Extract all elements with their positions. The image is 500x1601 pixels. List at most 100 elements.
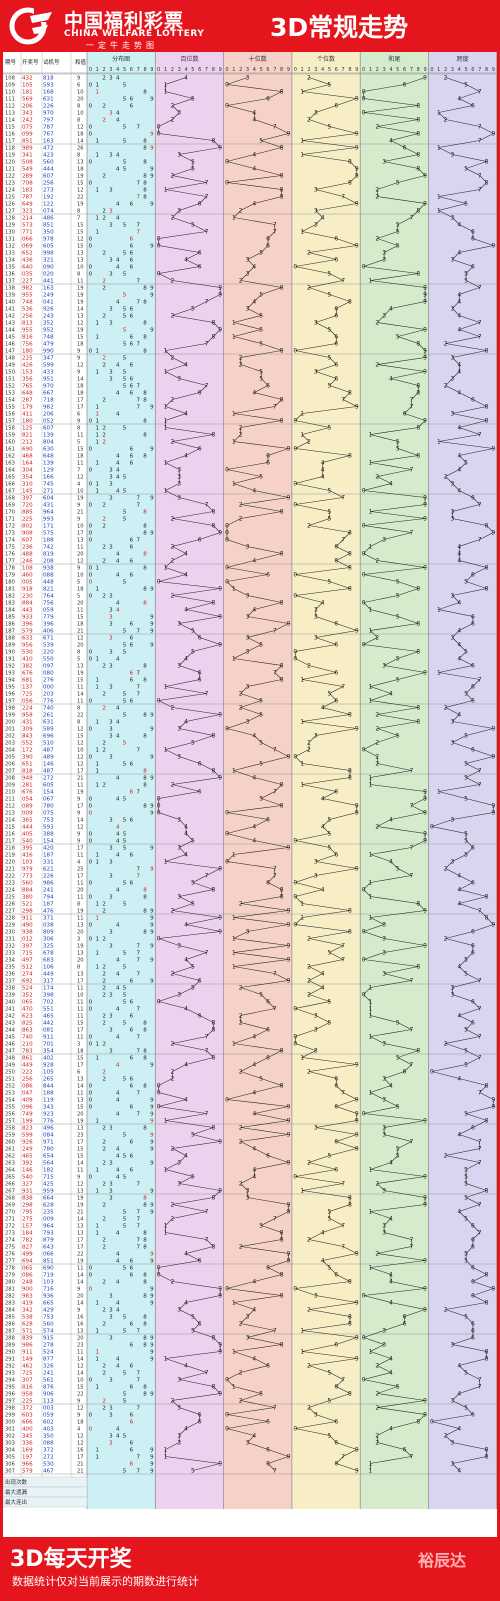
issue-number: 295 (5, 1385, 15, 1391)
draw-number: 197 (22, 1455, 33, 1461)
draw-number: 390 (22, 755, 33, 761)
trend-mark: 9 (355, 1097, 359, 1104)
trend-mark: 2 (170, 593, 174, 600)
trend-mark: 5 (464, 761, 468, 768)
trend-mark: 7 (410, 873, 414, 880)
digit-header: 1 (164, 67, 167, 73)
trend-mark: 7 (341, 194, 345, 201)
distribution-mark: 4 (116, 608, 120, 614)
digit-header: 3 (246, 67, 249, 73)
trend-mark: 5 (328, 425, 332, 432)
trend-mark: 9 (423, 1202, 427, 1209)
draw-number: 210 (22, 1042, 33, 1048)
trend-mark: 1 (437, 145, 441, 152)
trend-mark: 1 (232, 411, 236, 418)
trend-mark: 2 (444, 474, 448, 481)
distribution-mark: 6 (130, 314, 134, 320)
issue-number: 277 (5, 1259, 15, 1265)
trend-mark: 2 (375, 726, 379, 733)
trend-mark: 4 (389, 1216, 393, 1223)
draw-number: 327 (22, 1182, 33, 1188)
trial-number: 970 (43, 111, 54, 117)
trial-number: 084 (43, 1133, 54, 1139)
distribution-mark: 5 (123, 1133, 127, 1139)
trend-mark: 5 (396, 1384, 400, 1391)
trend-mark: 4 (321, 460, 325, 467)
trend-mark: 8 (348, 929, 352, 936)
distribution-mark: 9 (150, 923, 154, 929)
distribution-mark: 2 (102, 664, 106, 670)
trial-number: 715 (43, 1175, 54, 1181)
distribution-mark: 6 (130, 1413, 134, 1419)
distribution-mark: 2 (102, 1399, 106, 1405)
trial-number: 560 (43, 160, 54, 166)
distribution-mark: 5 (123, 1371, 127, 1377)
trend-mark: 6 (334, 558, 338, 565)
zone-background (428, 52, 497, 1509)
distribution-mark: 6 (130, 1000, 134, 1006)
distribution-mark: 7 (136, 685, 140, 691)
trend-mark: 6 (198, 250, 202, 257)
distribution-mark: 6 (130, 1385, 134, 1391)
trend-mark: 7 (478, 138, 482, 145)
trend-mark: 0 (225, 103, 229, 110)
trend-mark: 7 (478, 768, 482, 775)
issue-number: 156 (5, 412, 15, 418)
distribution-mark: 8 (143, 1084, 147, 1090)
issue-number: 134 (5, 258, 16, 264)
digit-header: 1 (369, 67, 372, 73)
trend-mark: 4 (184, 1251, 188, 1258)
stat-row-label: 最大连出 (5, 1498, 27, 1506)
trial-number: 539 (43, 643, 54, 649)
trial-number: 819 (43, 552, 54, 558)
trend-mark: 4 (457, 488, 461, 495)
issue-number: 281 (5, 1287, 15, 1293)
distribution-mark: 3 (109, 1413, 113, 1419)
trend-mark: 8 (485, 523, 489, 530)
trend-mark: 7 (478, 1230, 482, 1237)
trial-number: 081 (43, 1028, 54, 1034)
digit-header: 4 (389, 67, 392, 73)
trend-mark: 2 (170, 439, 174, 446)
distribution-mark: 7 (136, 951, 140, 957)
draw-number: 411 (22, 412, 33, 418)
trend-mark: 2 (307, 740, 311, 747)
trend-mark: 3 (314, 187, 318, 194)
distribution-mark: 4 (116, 202, 120, 208)
trend-mark: 7 (205, 873, 209, 880)
trial-number: 821 (43, 587, 54, 593)
sum-value: 9 (77, 1287, 80, 1293)
trend-mark: 0 (362, 887, 366, 894)
trial-number: 372 (43, 1448, 54, 1454)
trend-mark: 9 (218, 1293, 222, 1300)
draw-number: 396 (22, 622, 33, 628)
trend-mark: 1 (232, 1384, 236, 1391)
trial-number: 174 (43, 986, 54, 992)
trend-mark: 2 (375, 362, 379, 369)
sum-value: 15 (77, 181, 84, 187)
distribution-mark: 2 (102, 741, 106, 747)
draw-number: 521 (22, 902, 33, 908)
trend-mark: 1 (369, 628, 373, 635)
trend-mark: 9 (355, 145, 359, 152)
distribution-mark: 1 (95, 370, 99, 376)
trial-number: 406 (43, 629, 54, 635)
trend-mark: 4 (457, 656, 461, 663)
distribution-mark: 5 (123, 342, 127, 348)
trend-mark: 9 (355, 1335, 359, 1342)
trial-number: 105 (43, 1070, 54, 1076)
sum-value: 8 (77, 720, 80, 726)
draw-number: 012 (22, 937, 33, 943)
distribution-mark: 1 (95, 461, 99, 467)
sum-value: 20 (77, 552, 84, 558)
sum-value: 13 (77, 951, 84, 957)
trend-mark: 5 (328, 999, 332, 1006)
distribution-mark: 2 (102, 993, 106, 999)
draw-number: 275 (22, 1217, 33, 1223)
trend-mark: 1 (437, 439, 441, 446)
distribution-mark: 2 (102, 979, 106, 985)
trend-mark: 7 (341, 1244, 345, 1251)
draw-number: 908 (22, 531, 33, 537)
draw-number: 005 (22, 580, 33, 586)
trend-mark: 1 (164, 1447, 168, 1454)
